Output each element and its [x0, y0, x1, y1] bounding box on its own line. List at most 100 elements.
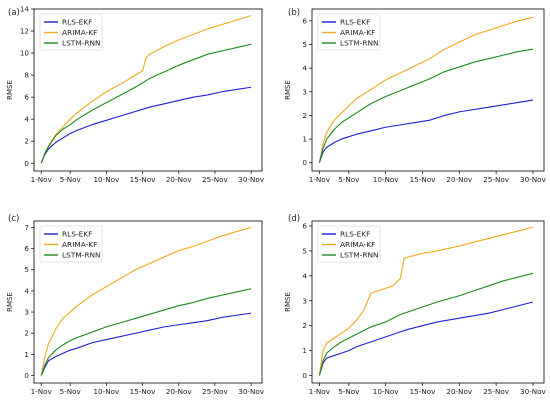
- y-tick-label: 0: [302, 371, 307, 380]
- series-line-arima-kf: [40, 226, 252, 376]
- y-tick-label: 2: [302, 111, 307, 120]
- series-line-lstm-rnn: [40, 43, 252, 164]
- plot-area-frame: [33, 220, 263, 384]
- y-tick-label: 6: [24, 244, 29, 253]
- legend-box: [317, 13, 381, 51]
- y-tick-label: 12: [20, 27, 29, 36]
- x-tick-label: 25-Nov: [202, 175, 229, 184]
- plot-area-frame: [311, 8, 545, 172]
- legend-entry-rls-ekf: RLS-EKF: [62, 18, 92, 27]
- x-tick-label: 20-Nov: [166, 387, 193, 396]
- series-line-arima-kf: [318, 226, 534, 376]
- series-line-rls-ekf: [318, 301, 534, 376]
- x-tick-label: 30-Nov: [520, 387, 547, 396]
- plot-area-frame: [311, 220, 545, 384]
- series-line-rls-ekf: [40, 312, 252, 376]
- x-tick-label: 1-Nov: [31, 387, 53, 396]
- series-line-lstm-rnn: [318, 48, 534, 163]
- y-tick-label: 1: [302, 346, 307, 355]
- legend-entry-rls-ekf: RLS-EKF: [340, 18, 370, 27]
- x-tick-label: 20-Nov: [446, 175, 473, 184]
- chart-panel-2: (c) 0 1 2 3 4 5 6 7 1-Nov 5-Nov 10-Nov 15-Nov 20-Nov 2…: [6, 214, 265, 396]
- legend-entry-lstm-rnn: LSTM-RNN: [62, 251, 101, 260]
- legend-entry-arima-kf: ARIMA-KF: [62, 240, 97, 249]
- x-tick-label: 5-Nov: [60, 175, 82, 184]
- chart-panel-1: (b) 0 1 2 3 4 5 6 1-Nov 5-Nov 10-Nov 15-Nov 20-Nov 25…: [284, 8, 547, 184]
- y-tick-label: 1: [24, 350, 29, 359]
- legend-box: [317, 225, 381, 263]
- y-tick-label: 3: [302, 87, 307, 96]
- y-tick-label: 0: [24, 371, 29, 380]
- legend-entry-lstm-rnn: LSTM-RNN: [340, 39, 379, 48]
- x-tick-label: 25-Nov: [483, 175, 510, 184]
- x-tick-label: 30-Nov: [520, 175, 547, 184]
- x-tick-label: 30-Nov: [238, 387, 265, 396]
- chart-panel-0: (a) 0 2 4 6 8 10 12 14 1-Nov 5-Nov 10-Nov 15-Nov 20-N…: [6, 5, 265, 185]
- y-tick-label: 6: [302, 16, 307, 25]
- y-tick-label: 14: [20, 5, 30, 14]
- panel-label: (c): [8, 214, 19, 224]
- series-line-arima-kf: [318, 16, 534, 163]
- y-tick-label: 5: [302, 246, 307, 255]
- legend-entry-lstm-rnn: LSTM-RNN: [340, 251, 379, 260]
- x-tick-label: 15-Nov: [130, 387, 157, 396]
- y-tick-label: 4: [302, 271, 307, 280]
- y-tick-label: 7: [24, 223, 29, 232]
- series-line-rls-ekf: [40, 86, 252, 164]
- y-tick-label: 3: [302, 296, 307, 305]
- y-axis-label: RMSE: [6, 292, 14, 312]
- y-tick-label: 2: [24, 137, 29, 146]
- series-line-lstm-rnn: [318, 272, 534, 376]
- x-tick-label: 10-Nov: [373, 175, 400, 184]
- panel-label: (a): [8, 8, 20, 18]
- x-tick-label: 5-Nov: [338, 387, 360, 396]
- x-tick-label: 20-Nov: [166, 175, 193, 184]
- y-axis-label: RMSE: [284, 80, 292, 100]
- y-tick-label: 4: [24, 286, 29, 295]
- legend-box: [39, 13, 103, 51]
- x-tick-label: 10-Nov: [93, 387, 120, 396]
- y-axis-label: RMSE: [6, 80, 14, 100]
- panel-label: (b): [288, 8, 300, 18]
- legend-entry-arima-kf: ARIMA-KF: [62, 28, 97, 37]
- x-tick-label: 15-Nov: [410, 387, 437, 396]
- legend-box: [39, 225, 103, 263]
- x-tick-label: 1-Nov: [309, 387, 331, 396]
- series-line-arima-kf: [40, 15, 252, 164]
- y-tick-label: 0: [24, 159, 29, 168]
- y-tick-label: 5: [24, 265, 29, 274]
- chart-panel-3: (d) 0 1 2 3 4 5 6 1-Nov 5-Nov 10-Nov 15-Nov 20-Nov 25…: [284, 214, 547, 396]
- y-tick-label: 4: [24, 115, 29, 124]
- x-tick-label: 5-Nov: [338, 175, 360, 184]
- y-tick-label: 2: [302, 321, 307, 330]
- x-tick-label: 25-Nov: [483, 387, 510, 396]
- legend-entry-arima-kf: ARIMA-KF: [340, 28, 375, 37]
- x-tick-label: 10-Nov: [373, 387, 400, 396]
- legend-entry-arima-kf: ARIMA-KF: [340, 240, 375, 249]
- y-tick-label: 6: [24, 93, 29, 102]
- legend-entry-rls-ekf: RLS-EKF: [62, 230, 92, 239]
- y-tick-label: 1: [302, 135, 307, 144]
- y-tick-label: 5: [302, 40, 307, 49]
- y-tick-label: 2: [24, 329, 29, 338]
- legend-entry-rls-ekf: RLS-EKF: [340, 230, 370, 239]
- y-axis-label: RMSE: [284, 292, 292, 312]
- x-tick-label: 1-Nov: [309, 175, 331, 184]
- series-line-rls-ekf: [318, 99, 534, 163]
- y-tick-label: 10: [20, 49, 30, 58]
- legend-entry-lstm-rnn: LSTM-RNN: [62, 39, 101, 48]
- y-tick-label: 6: [302, 221, 307, 230]
- x-tick-label: 25-Nov: [202, 387, 229, 396]
- x-tick-label: 1-Nov: [31, 175, 53, 184]
- y-tick-label: 0: [302, 158, 307, 167]
- series-line-lstm-rnn: [40, 288, 252, 376]
- y-tick-label: 3: [24, 308, 29, 317]
- x-tick-label: 5-Nov: [60, 387, 82, 396]
- x-tick-label: 20-Nov: [446, 387, 473, 396]
- x-tick-label: 30-Nov: [238, 175, 265, 184]
- y-tick-label: 4: [302, 64, 307, 73]
- x-tick-label: 15-Nov: [410, 175, 437, 184]
- y-tick-label: 8: [24, 71, 29, 80]
- x-tick-label: 10-Nov: [93, 175, 120, 184]
